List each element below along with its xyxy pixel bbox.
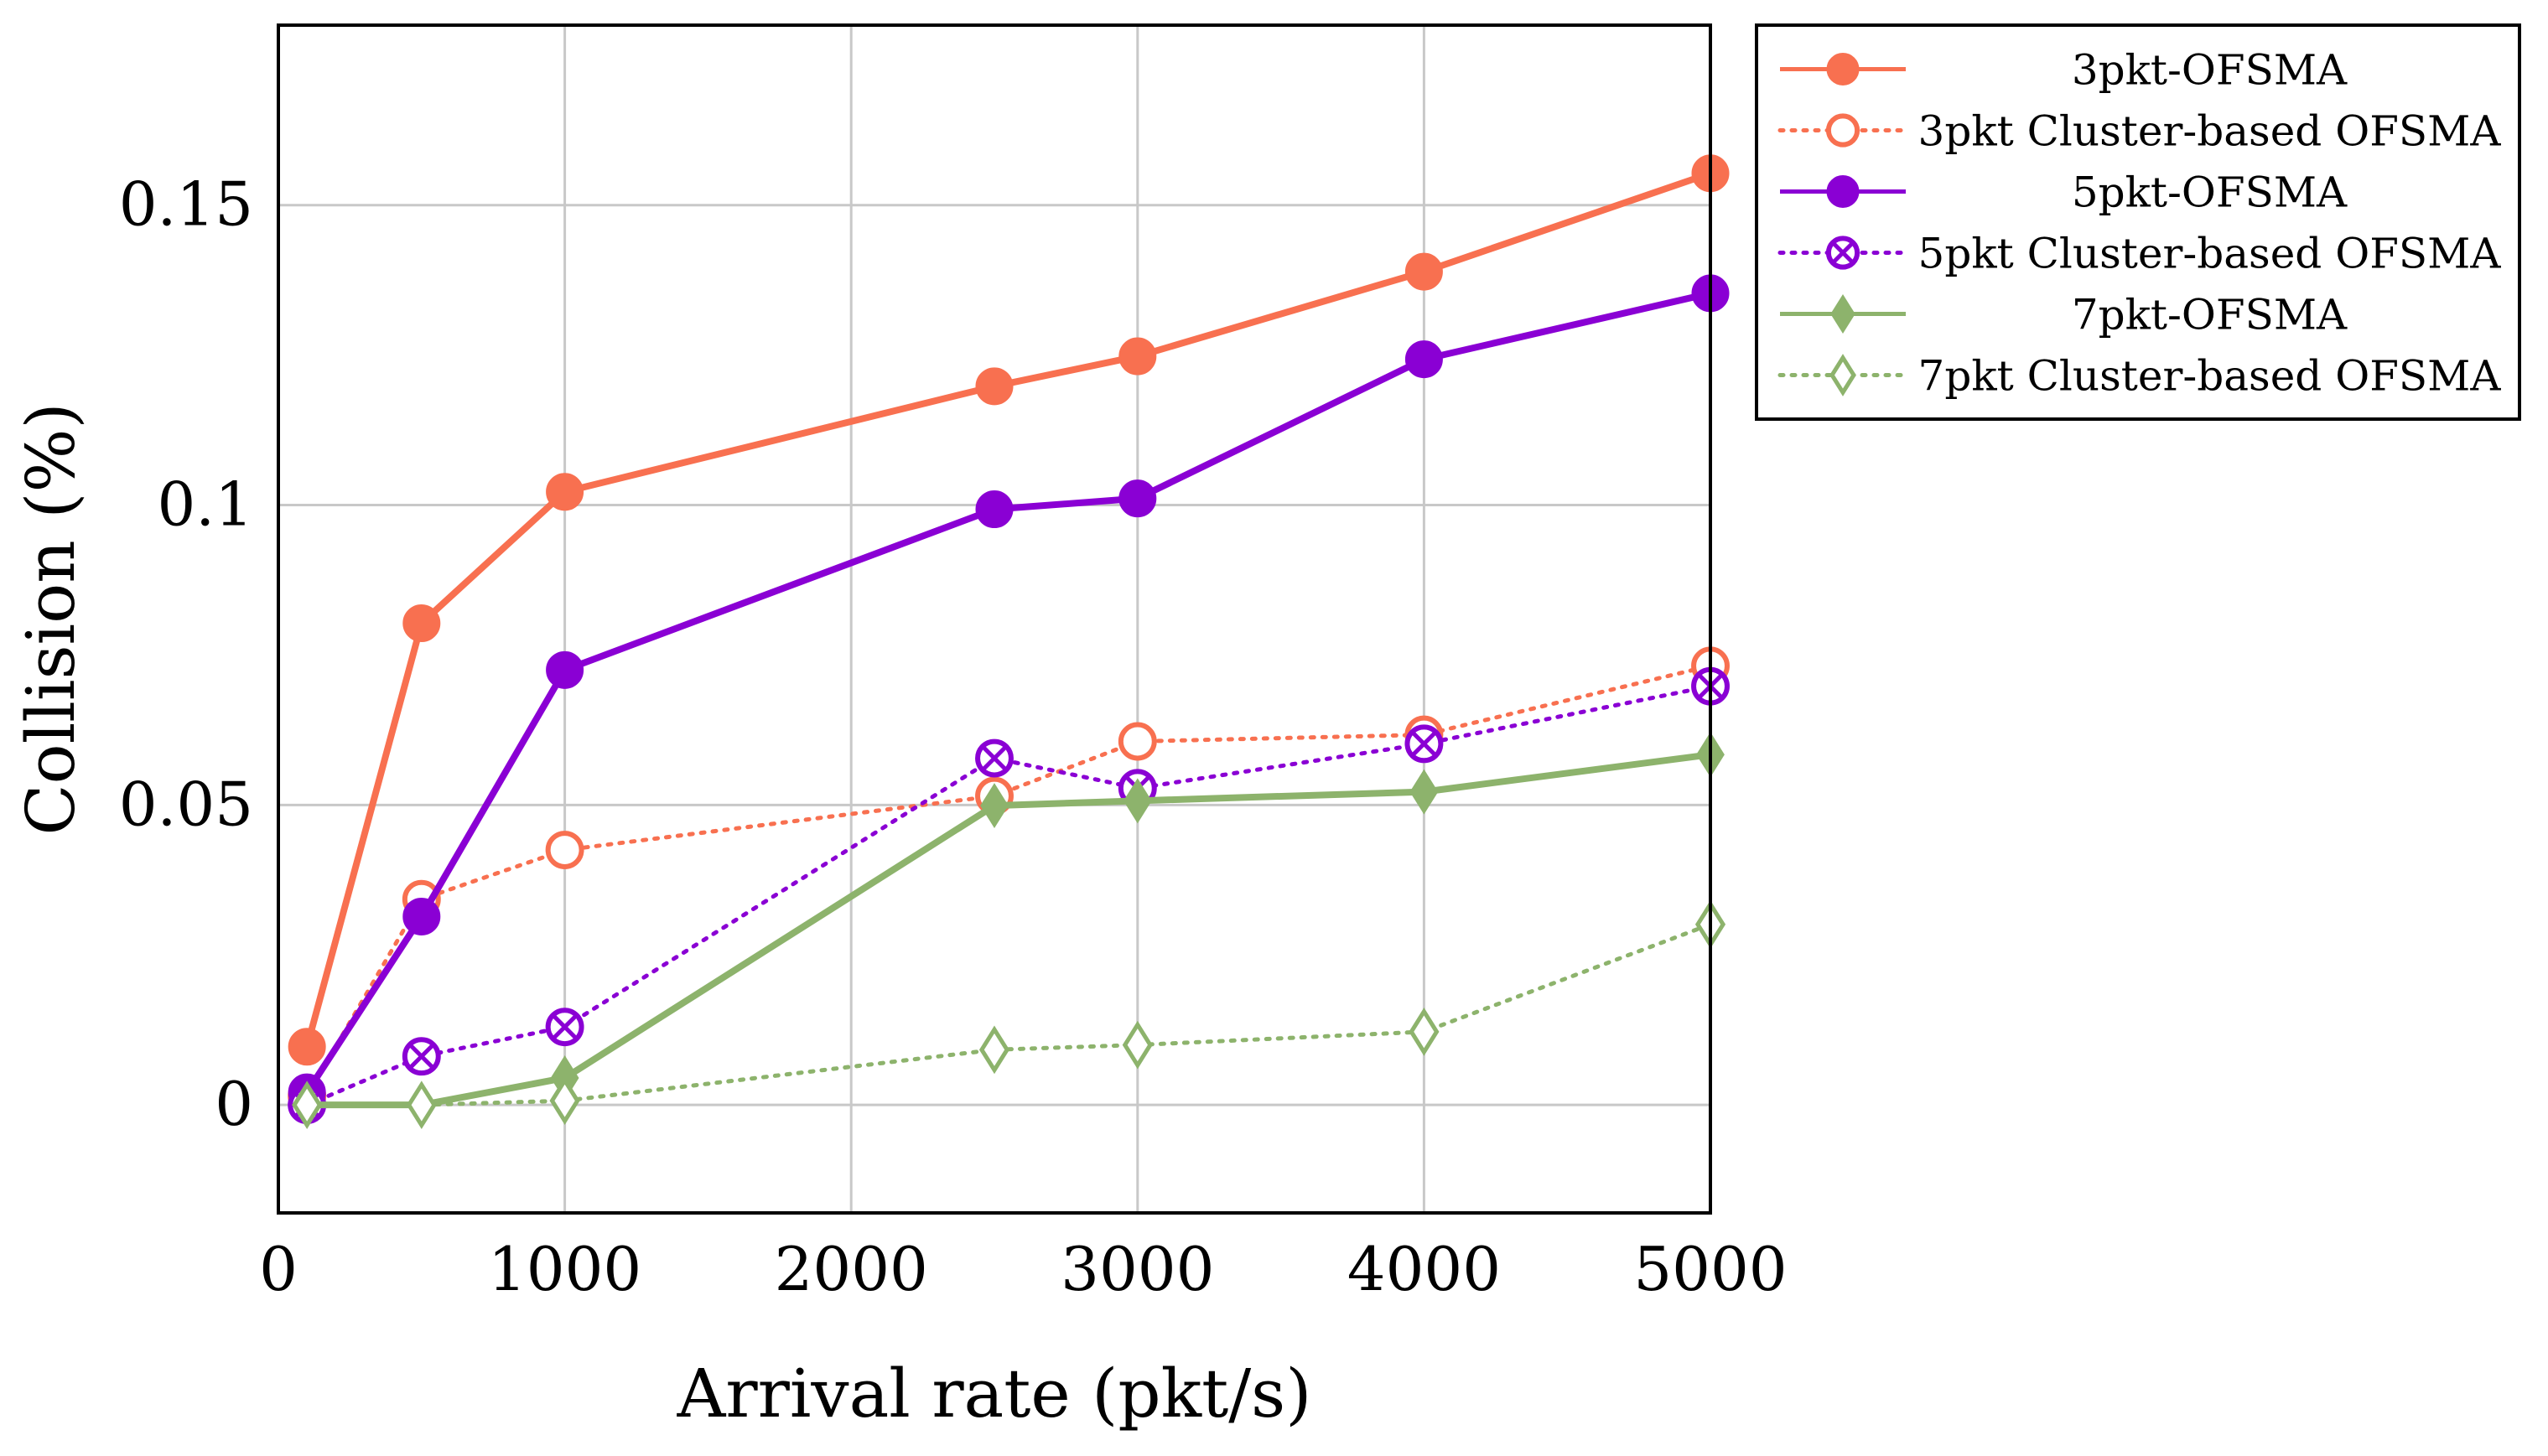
x-tick-label: 1000 [488, 1234, 641, 1304]
legend-label: 5pkt-OFSMA [2072, 168, 2348, 217]
data-point [549, 1076, 580, 1126]
legend-box [1755, 23, 2521, 421]
plot-frame [277, 23, 1712, 1215]
legend-item: 7pkt Cluster-based OFSMA [1777, 352, 2502, 401]
legend-label: 3pkt-OFSMA [2072, 46, 2348, 95]
series-5pkt-ofsma [288, 274, 1730, 1111]
y-tick-label: 0.05 [119, 769, 253, 839]
data-point [1122, 1020, 1153, 1070]
legend-item: 3pkt-OFSMA [1780, 46, 2348, 95]
legend-label: 7pkt-OFSMA [2072, 291, 2348, 339]
data-point [1118, 722, 1157, 761]
data-point [978, 1025, 1010, 1075]
legend-marker [1826, 53, 1860, 85]
series-layer [288, 154, 1730, 1130]
data-point [980, 783, 1009, 829]
data-point [1404, 252, 1443, 291]
data-point [545, 831, 584, 869]
legend-marker [1826, 175, 1860, 208]
y-tick-label: 0.1 [157, 469, 253, 540]
x-axis-title: Arrival rate (pkt/s) [677, 1355, 1312, 1433]
data-point [975, 490, 1014, 529]
series-3pkt-ofsma [288, 154, 1730, 1066]
data-point [402, 897, 441, 935]
data-point [1404, 340, 1443, 379]
legend-item: 5pkt-OFSMA [1780, 168, 2348, 217]
data-point [1404, 724, 1444, 764]
y-tick-label: 0 [215, 1069, 253, 1139]
y-axis-title: Collision (%) [12, 402, 90, 835]
x-tick-label: 4000 [1347, 1234, 1501, 1304]
data-point [546, 650, 584, 689]
data-point [1118, 479, 1157, 518]
legend-label: 7pkt Cluster-based OFSMA [1918, 352, 2502, 401]
x-tick-label: 3000 [1061, 1234, 1214, 1304]
data-point [402, 604, 441, 643]
data-point [546, 473, 584, 511]
data-point [406, 1080, 437, 1130]
tick-labels: 0 1000 2000 3000 4000 5000 0 0.05 0.1 0.15 [119, 169, 1788, 1304]
y-tick-label: 0.15 [119, 169, 253, 240]
legend-marker [1825, 113, 1860, 148]
data-point [545, 1008, 584, 1047]
legend-item: 7pkt-OFSMA [1780, 291, 2348, 339]
data-point [975, 367, 1014, 406]
legend-marker [1829, 354, 1856, 396]
data-point [402, 1037, 441, 1076]
series-5pkt-cluster-based-ofsma [288, 666, 1730, 1125]
legend-marker [1830, 293, 1855, 334]
legend-label: 3pkt Cluster-based OFSMA [1918, 107, 2502, 156]
legend-item: 3pkt Cluster-based OFSMA [1777, 107, 2502, 156]
data-point [288, 1028, 326, 1066]
data-point [292, 1080, 323, 1130]
legend: 3pkt-OFSMA 3pkt Cluster-based OFSMA 5pkt-O… [1755, 23, 2521, 421]
legend-marker [1825, 236, 1860, 270]
data-point [1123, 778, 1152, 824]
data-point [1118, 337, 1157, 376]
data-point [1409, 769, 1439, 815]
x-tick-label: 2000 [775, 1234, 928, 1304]
legend-label: 5pkt Cluster-based OFSMA [1918, 230, 2502, 278]
data-point [1409, 1008, 1440, 1056]
x-tick-label: 0 [259, 1234, 298, 1304]
x-tick-label: 5000 [1633, 1234, 1787, 1304]
data-point [975, 738, 1014, 778]
legend-item: 5pkt Cluster-based OFSMA [1777, 230, 2502, 278]
